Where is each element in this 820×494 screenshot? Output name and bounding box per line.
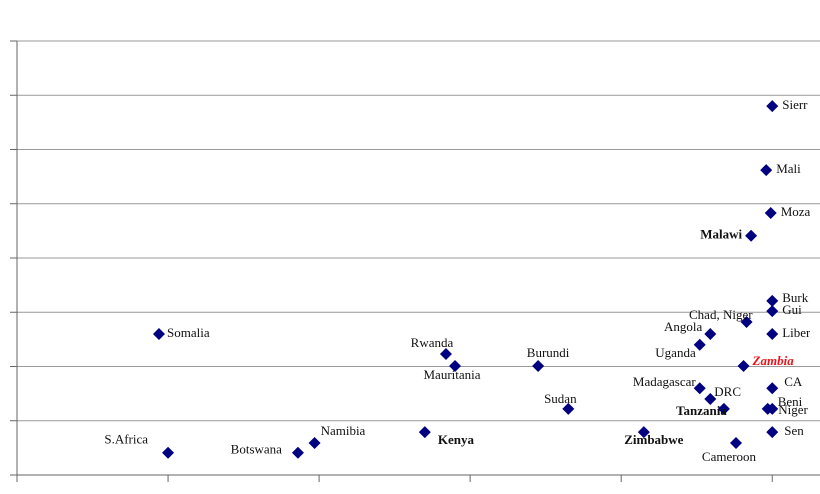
point-label: Kenya xyxy=(438,432,475,447)
point-label: Burk xyxy=(782,290,809,305)
point xyxy=(737,359,750,372)
point-label: Mauritania xyxy=(424,367,481,382)
point xyxy=(745,229,758,242)
point-label: Malawi xyxy=(700,227,742,242)
point-label: Liber xyxy=(782,325,811,340)
point xyxy=(439,348,452,361)
point-label: Beni xyxy=(778,394,803,409)
point xyxy=(637,426,650,439)
point xyxy=(766,382,779,395)
point xyxy=(291,446,304,459)
point-label: Zimbabwe xyxy=(624,432,683,447)
point xyxy=(766,426,779,439)
point xyxy=(766,305,779,318)
point-label: Burundi xyxy=(527,345,570,360)
point-label: Sen xyxy=(784,423,804,438)
point xyxy=(740,316,753,329)
point-label: Sudan xyxy=(544,391,577,406)
point-label: Uganda xyxy=(655,345,696,360)
point-label: Botswana xyxy=(231,442,283,457)
point xyxy=(760,164,773,177)
point xyxy=(418,426,431,439)
point-label: Angola xyxy=(664,319,703,334)
point xyxy=(766,100,779,113)
point xyxy=(729,436,742,449)
point-label: Cameroon xyxy=(702,449,757,464)
point xyxy=(693,382,706,395)
point-label: S.Africa xyxy=(104,432,148,447)
point-label: Tanzania xyxy=(676,403,727,418)
point xyxy=(766,327,779,340)
point xyxy=(766,402,779,415)
point xyxy=(152,327,165,340)
point-label: Namibia xyxy=(321,423,366,438)
point-label: Niger xyxy=(778,402,808,417)
point xyxy=(704,393,717,406)
point-label: CA xyxy=(784,374,803,389)
point xyxy=(532,359,545,372)
point-label: Somalia xyxy=(167,325,210,340)
point-label: Rwanda xyxy=(411,335,454,350)
point xyxy=(562,402,575,415)
point-label: Moza xyxy=(781,204,811,219)
point-label: Zambia xyxy=(752,353,795,368)
point-label: Mali xyxy=(776,161,801,176)
point-label: Gui xyxy=(782,302,802,317)
point xyxy=(449,359,462,372)
grid xyxy=(10,40,820,482)
point xyxy=(764,206,777,219)
point xyxy=(693,338,706,351)
point xyxy=(717,402,730,415)
point-label: Chad, Niger xyxy=(689,307,753,322)
point-label: Sierr xyxy=(782,97,808,112)
point xyxy=(308,436,321,449)
point xyxy=(766,294,779,307)
point xyxy=(704,327,717,340)
point-label: DRC xyxy=(714,384,741,399)
point-label: Madagascar xyxy=(633,374,696,389)
point xyxy=(162,446,175,459)
